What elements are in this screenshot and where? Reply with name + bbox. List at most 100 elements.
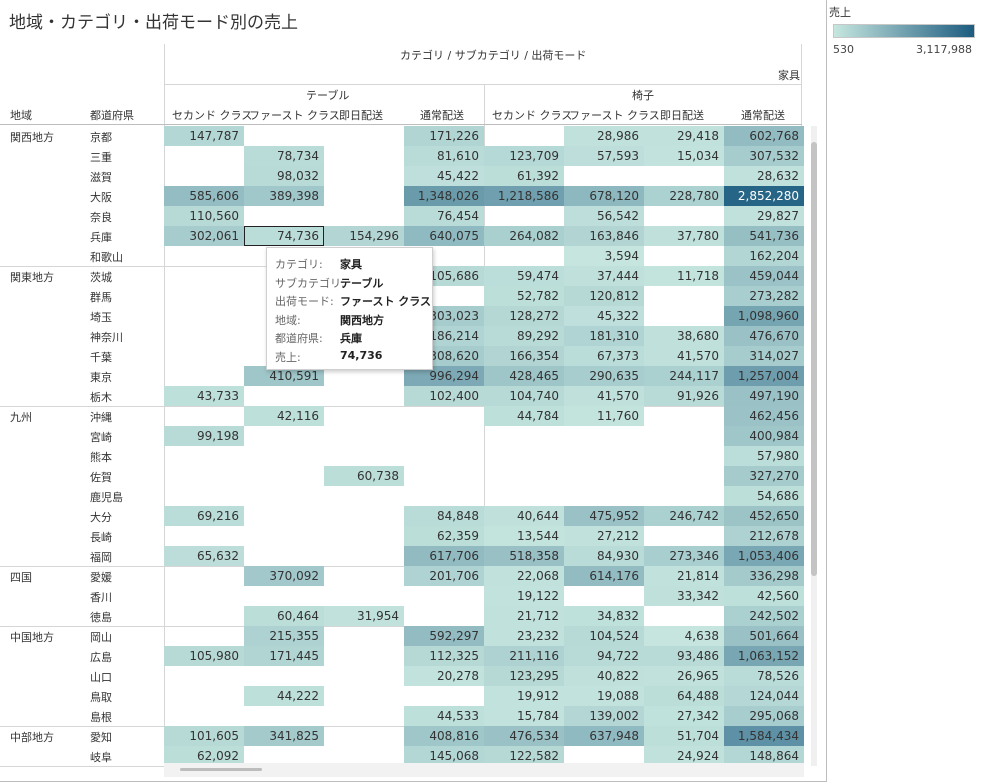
sales-cell[interactable]: 22,068 [484, 566, 564, 586]
sales-cell[interactable]: 139,002 [564, 706, 644, 726]
sales-cell[interactable]: 163,846 [564, 226, 644, 246]
sales-cell[interactable]: 98,032 [244, 166, 324, 186]
ship-mode-header[interactable]: セカンド クラス [172, 109, 253, 122]
ship-mode-header[interactable]: セカンド クラス [492, 109, 573, 122]
sales-cell[interactable]: 585,606 [164, 186, 244, 206]
sales-cell[interactable]: 1,063,152 [724, 646, 804, 666]
prefecture-label[interactable]: 栃木 [90, 391, 112, 404]
region-label[interactable]: 中国地方 [10, 631, 54, 644]
sales-cell[interactable]: 84,930 [564, 546, 644, 566]
sales-cell[interactable]: 3,594 [564, 246, 644, 266]
sales-cell[interactable]: 1,348,026 [404, 186, 484, 206]
sales-cell[interactable]: 45,422 [404, 166, 484, 186]
sales-cell[interactable]: 162,204 [724, 246, 804, 266]
prefecture-label[interactable]: 広島 [90, 651, 112, 664]
sales-cell[interactable]: 637,948 [564, 726, 644, 746]
sales-cell[interactable]: 11,760 [564, 406, 644, 426]
sales-cell[interactable]: 212,678 [724, 526, 804, 546]
sales-cell[interactable]: 1,098,960 [724, 306, 804, 326]
sales-cell[interactable]: 295,068 [724, 706, 804, 726]
sales-cell[interactable]: 476,670 [724, 326, 804, 346]
sales-cell[interactable]: 273,282 [724, 286, 804, 306]
prefecture-label[interactable]: 福岡 [90, 551, 112, 564]
sales-cell[interactable]: 122,582 [484, 746, 564, 766]
sales-cell[interactable]: 104,524 [564, 626, 644, 646]
prefecture-label[interactable]: 山口 [90, 671, 112, 684]
sales-cell[interactable]: 181,310 [564, 326, 644, 346]
sales-cell[interactable]: 23,232 [484, 626, 564, 646]
ship-mode-header[interactable]: ファースト クラス [249, 109, 340, 122]
sales-cell[interactable]: 78,734 [244, 146, 324, 166]
sales-cell[interactable]: 228,780 [644, 186, 724, 206]
prefecture-label[interactable]: 愛媛 [90, 571, 112, 584]
vertical-scrollbar-thumb[interactable] [811, 142, 817, 576]
sales-cell[interactable]: 428,465 [484, 366, 564, 386]
region-label[interactable]: 四国 [10, 571, 32, 584]
sales-cell[interactable]: 171,226 [404, 126, 484, 146]
sales-cell[interactable]: 21,814 [644, 566, 724, 586]
sales-cell[interactable]: 41,570 [644, 346, 724, 366]
legend-color-ramp[interactable] [833, 24, 975, 38]
sales-cell[interactable]: 314,027 [724, 346, 804, 366]
sales-cell[interactable]: 104,740 [484, 386, 564, 406]
sales-cell[interactable]: 91,926 [644, 386, 724, 406]
sales-cell[interactable]: 60,738 [324, 466, 404, 486]
sales-cell[interactable]: 102,400 [404, 386, 484, 406]
sales-cell[interactable]: 37,444 [564, 266, 644, 286]
sales-cell[interactable]: 246,742 [644, 506, 724, 526]
sales-cell[interactable]: 462,456 [724, 406, 804, 426]
prefecture-label[interactable]: 大分 [90, 511, 112, 524]
sales-cell[interactable]: 51,704 [644, 726, 724, 746]
sales-cell[interactable]: 602,768 [724, 126, 804, 146]
sales-cell[interactable]: 592,297 [404, 626, 484, 646]
sales-cell[interactable]: 541,736 [724, 226, 804, 246]
sales-cell[interactable]: 4,638 [644, 626, 724, 646]
prefecture-label[interactable]: 滋賀 [90, 171, 112, 184]
prefecture-label[interactable]: 鳥取 [90, 691, 112, 704]
sales-cell[interactable]: 242,502 [724, 606, 804, 626]
sales-cell[interactable]: 123,709 [484, 146, 564, 166]
ship-mode-header[interactable]: 即日配送 [339, 109, 383, 122]
sales-cell[interactable]: 24,924 [644, 746, 724, 766]
sales-cell[interactable]: 166,354 [484, 346, 564, 366]
sales-cell[interactable]: 110,560 [164, 206, 244, 226]
sales-cell[interactable]: 19,088 [564, 686, 644, 706]
subcategory-header-chairs[interactable]: 椅子 [632, 89, 654, 102]
sales-cell[interactable]: 11,718 [644, 266, 724, 286]
sales-cell[interactable]: 19,912 [484, 686, 564, 706]
ship-mode-header[interactable]: 即日配送 [660, 109, 704, 122]
sales-cell[interactable]: 54,686 [724, 486, 804, 506]
region-label[interactable]: 関東地方 [10, 271, 54, 284]
prefecture-label[interactable]: 東京 [90, 371, 112, 384]
sales-cell[interactable]: 1,584,434 [724, 726, 804, 746]
sales-cell[interactable]: 476,534 [484, 726, 564, 746]
sales-cell[interactable]: 518,358 [484, 546, 564, 566]
sales-cell[interactable]: 76,454 [404, 206, 484, 226]
prefecture-label[interactable]: 神奈川 [90, 331, 123, 344]
sales-cell[interactable]: 400,984 [724, 426, 804, 446]
prefecture-label[interactable]: 大阪 [90, 191, 112, 204]
sales-cell[interactable]: 40,822 [564, 666, 644, 686]
sales-cell[interactable]: 15,034 [644, 146, 724, 166]
prefecture-label[interactable]: 長崎 [90, 531, 112, 544]
sales-cell[interactable]: 27,342 [644, 706, 724, 726]
sales-cell[interactable]: 244,117 [644, 366, 724, 386]
prefecture-label[interactable]: 千葉 [90, 351, 112, 364]
sales-cell[interactable]: 27,212 [564, 526, 644, 546]
sales-cell[interactable]: 145,068 [404, 746, 484, 766]
prefecture-label[interactable]: 茨城 [90, 271, 112, 284]
horizontal-scrollbar-track[interactable] [164, 763, 804, 777]
prefecture-label[interactable]: 奈良 [90, 211, 112, 224]
sales-cell[interactable]: 120,812 [564, 286, 644, 306]
sales-cell[interactable]: 99,198 [164, 426, 244, 446]
sales-cell[interactable]: 617,706 [404, 546, 484, 566]
sales-cell[interactable]: 154,296 [324, 226, 404, 246]
prefecture-label[interactable]: 岐阜 [90, 751, 112, 764]
sales-cell[interactable]: 42,116 [244, 406, 324, 426]
prefecture-label[interactable]: 熊本 [90, 451, 112, 464]
subcategory-header-tables[interactable]: テーブル [306, 89, 350, 102]
sales-cell[interactable]: 74,736 [244, 226, 324, 246]
sales-cell[interactable]: 273,346 [644, 546, 724, 566]
sales-cell[interactable]: 31,954 [324, 606, 404, 626]
sales-cell[interactable]: 640,075 [404, 226, 484, 246]
